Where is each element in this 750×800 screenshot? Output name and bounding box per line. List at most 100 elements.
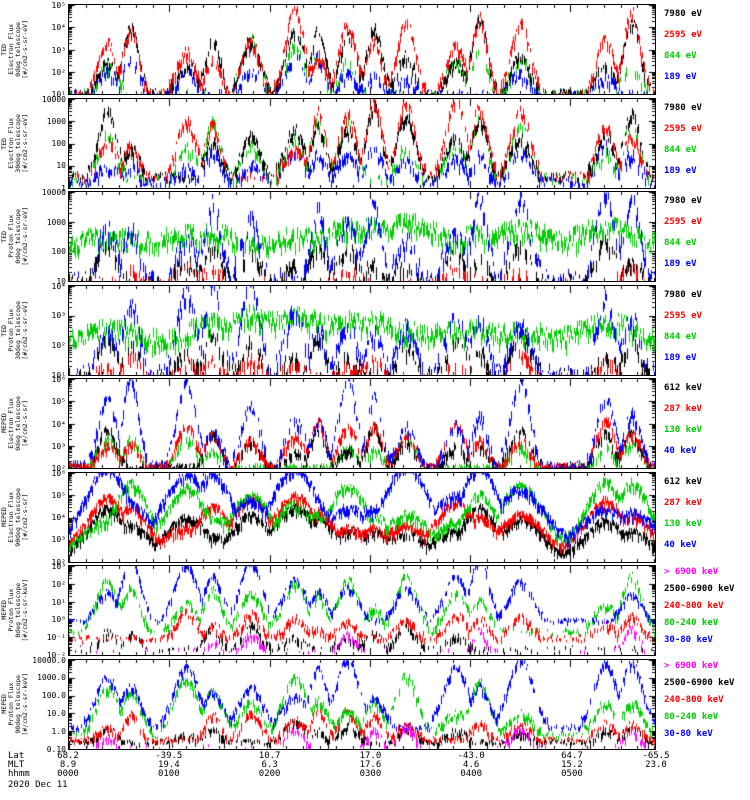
axis-tick-mlt: 17.6 <box>359 759 382 770</box>
axis-tick-hhmm: 0200 <box>258 768 281 779</box>
panel-8-energy-label: 30-80 keV <box>664 728 713 739</box>
panel-3-ytick: 10 <box>56 277 66 286</box>
panel-5 <box>68 378 656 469</box>
panel-5-energy-label: 40 keV <box>664 446 697 456</box>
panel-4-ytick: 10⁴ <box>51 281 66 291</box>
axis-tick-mlt: 8.9 <box>59 759 77 770</box>
panel-2-ytick: 100 <box>51 139 66 148</box>
panel-3-plot-canvas <box>69 192 655 281</box>
axis-row-label-lat: Lat <box>8 750 25 761</box>
axis-tick-lat: -43.0 <box>457 750 485 761</box>
panel-8-ytick: 0.10 <box>46 744 66 754</box>
panel-3-ytick: 10000 <box>41 188 66 197</box>
panel-1-energy-label: 7980 eV <box>664 9 702 19</box>
panel-5-axis-title-box: MEPED Electron Flux 0deg telescope [#/cm… <box>0 378 30 469</box>
axis-tick-mlt: 6.3 <box>261 759 278 770</box>
panel-2-energy-label: 7980 eV <box>664 102 702 113</box>
axis-tick-lat: 68.2 <box>57 750 79 761</box>
panel-7-axis-title-box: MEPED Proton Flux 0deg telescope [#/cm2-… <box>0 565 30 656</box>
panel-5-ytick: 10⁵ <box>51 397 66 407</box>
axis-tick-mlt: 19.4 <box>157 759 180 770</box>
panel-2-plot-canvas <box>69 98 655 188</box>
panel-8 <box>68 658 656 750</box>
panel-5-plot-canvas <box>69 379 655 468</box>
panel-1-ytick: 10³ <box>51 45 66 55</box>
panel-8-energy-label: 240-800 keV <box>664 694 724 705</box>
panel-1-plot-canvas <box>69 5 655 94</box>
panel-6-ytick: 10⁵ <box>51 490 66 500</box>
panel-8-plot-canvas <box>69 659 655 749</box>
panel-8-ytick: 100.0 <box>41 691 66 701</box>
axis-tick-lat: -39.5 <box>155 750 183 761</box>
panel-3-energy-label: 189 eV <box>664 259 697 269</box>
panel-4-ytick: 10² <box>51 340 66 350</box>
panel-8-axis-title: MEPED Proton Flux 90deg telescope [#/cm2… <box>0 672 29 736</box>
panel-1-energy-label: 189 eV <box>664 72 697 82</box>
panel-5-energy-label: 612 keV <box>664 383 702 393</box>
panel-8-energy-label: 80-240 keV <box>664 711 719 722</box>
panel-1-axis-title-box: TED Electron Flux 0deg telescope [#/cm2-… <box>0 4 30 95</box>
axis-tick-hhmm: 0000 <box>57 768 79 779</box>
panel-7-energy-label: > 6900 keV <box>664 567 719 577</box>
panel-5-energy-label: 130 keV <box>664 425 702 435</box>
panel-3-energy-label: 2595 eV <box>664 217 702 227</box>
panel-4-ytick: 10¹ <box>51 370 66 380</box>
panel-6-ytick: 10² <box>51 557 66 567</box>
panel-6-axis-title: MEPED Electron Flux 90deg telescope [#/c… <box>0 487 29 547</box>
panel-4-ytick: 10³ <box>51 311 66 321</box>
panel-3-axis-title: TED Proton Flux 0deg telescope [#/cm2-s-… <box>0 207 29 266</box>
axis-tick-lat: 64.7 <box>561 750 583 761</box>
panel-8-energy-label: 2500-6900 keV <box>664 677 735 688</box>
panel-5-ytick: 10² <box>51 464 66 473</box>
panel-7-ytick: 10⁰ <box>51 615 66 625</box>
panel-5-ytick: 10⁶ <box>51 375 66 384</box>
panel-4-energy-label: 7980 eV <box>664 289 702 300</box>
panel-2-ytick: 10 <box>56 161 66 171</box>
panel-1-energy-label: 844 eV <box>664 51 697 61</box>
panel-1-ytick: 10⁵ <box>51 1 66 10</box>
panel-2-ytick: 1 <box>61 183 66 193</box>
panel-1-axis-title: TED Electron Flux 0deg telescope [#/cm2-… <box>0 20 29 79</box>
panel-2-energy-label: 2595 eV <box>664 123 702 134</box>
panel-2-ytick: 10000 <box>41 94 66 104</box>
panel-1-ytick: 10² <box>51 67 66 77</box>
panel-7-ytick: 10³ <box>51 562 66 571</box>
panel-7-ytick: 10⁻¹ <box>46 633 66 643</box>
panel-8-ytick: 10.0 <box>46 708 66 718</box>
panel-7-plot-canvas <box>69 566 655 655</box>
panel-1-ytick: 10¹ <box>51 90 66 99</box>
date-label: 2020 Dec 11 <box>8 779 68 790</box>
panel-7-energy-label: 80-240 keV <box>664 618 719 628</box>
panel-4-energy-label: 844 eV <box>664 331 697 342</box>
axis-tick-mlt: 15.2 <box>561 759 583 770</box>
panel-2-axis-title-box: TED Electron Flux 30deg telescope [#/cm2… <box>0 98 30 189</box>
axis-tick-hhmm: 0500 <box>561 768 583 779</box>
panel-4-axis-title-box: TED Proton Flux 30deg telescope [#/cm2-s… <box>0 285 30 376</box>
panel-4-axis-title: TED Proton Flux 30deg telescope [#/cm2-s… <box>0 300 29 360</box>
panel-3-energy-label: 844 eV <box>664 238 697 248</box>
axis-tick-lat: 17.0 <box>359 750 382 761</box>
panel-6-energy-label: 130 keV <box>664 518 702 529</box>
panel-3-axis-title-box: TED Proton Flux 0deg telescope [#/cm2-s-… <box>0 191 30 282</box>
panel-6-ytick: 10³ <box>51 535 66 545</box>
panel-1 <box>68 4 656 95</box>
panel-6-energy-label: 40 keV <box>664 539 697 550</box>
panel-3-ytick: 1000 <box>46 217 66 227</box>
panel-8-ytick: 1.0 <box>51 726 66 736</box>
panel-2-axis-title: TED Electron Flux 30deg telescope [#/cm2… <box>0 113 29 173</box>
axis-row-label-mlt: MLT <box>8 759 25 770</box>
panel-7 <box>68 565 656 656</box>
axis-tick-mlt: 4.6 <box>463 759 480 770</box>
panel-6-plot-canvas <box>69 472 655 562</box>
axis-tick-mlt: 23.0 <box>645 759 667 770</box>
panel-5-energy-label: 287 keV <box>664 404 702 414</box>
axis-row-label-hhmm: hhmm <box>8 768 30 779</box>
panel-6-axis-title-box: MEPED Electron Flux 90deg telescope [#/c… <box>0 472 30 563</box>
panel-6-ytick: 10⁶ <box>51 468 66 478</box>
panel-3 <box>68 191 656 282</box>
panel-6-energy-label: 612 keV <box>664 476 702 487</box>
panel-4 <box>68 284 656 376</box>
panel-6 <box>68 471 656 563</box>
axis-tick-hhmm: 0300 <box>359 768 382 779</box>
